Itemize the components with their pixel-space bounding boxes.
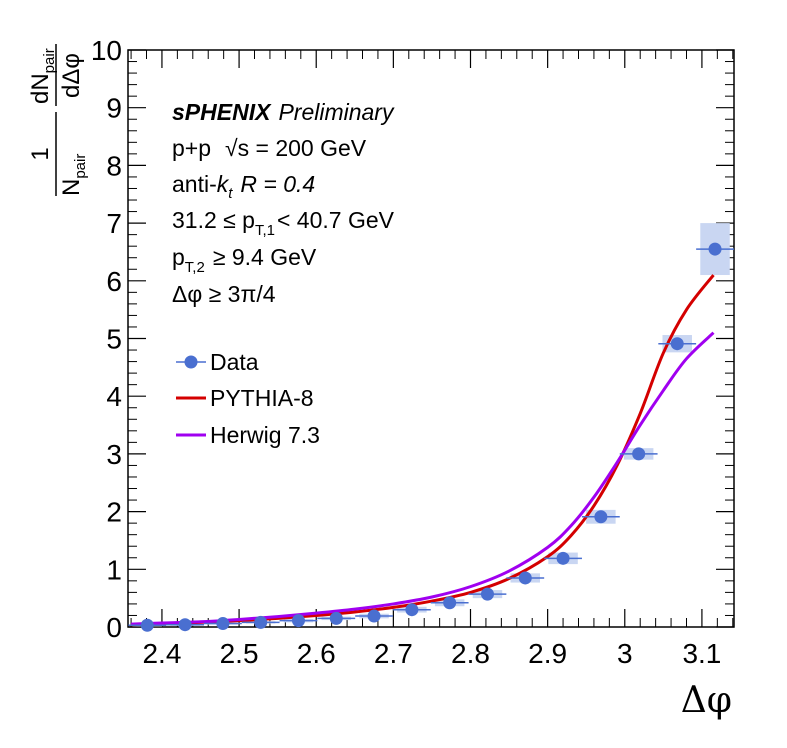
data-point xyxy=(556,551,570,565)
x-tick-label: 2.4 xyxy=(142,638,181,669)
legend-entry-data: Data xyxy=(176,349,259,375)
data-point xyxy=(518,571,532,585)
jet-algorithm: anti-kt R = 0.4 xyxy=(172,171,315,202)
data-points xyxy=(128,242,734,632)
x-tick-label: 2.6 xyxy=(297,638,336,669)
x-tick-label: 2.9 xyxy=(528,638,567,669)
y-tick-label: 8 xyxy=(106,150,122,181)
y-title-deriv-top: dNpair xyxy=(27,48,58,104)
x-axis-title: Δφ xyxy=(681,680,732,721)
y-axis-title: 1 Npair dNpair dΔφ xyxy=(27,44,89,196)
legend: Data PYTHIA-8 Herwig 7.3 xyxy=(176,349,320,448)
data-point xyxy=(708,242,722,256)
y-tick-label: 2 xyxy=(106,497,122,528)
axis-ticks: 0 1 2 3 4 5 6 7 8 9 10 2.4 2.5 2.6 2.7 2.8 2.9 3 3.1 xyxy=(91,35,734,669)
y-tick-label: 0 xyxy=(106,612,122,643)
legend-label-pythia: PYTHIA-8 xyxy=(210,385,314,411)
y-tick-label: 7 xyxy=(106,208,122,239)
x-tick-label: 2.5 xyxy=(220,638,259,669)
data-point xyxy=(670,337,684,351)
y-title-deriv-bottom: dΔφ xyxy=(58,53,85,98)
data-point xyxy=(367,609,381,623)
collision-system: p+p √s = 200 GeV xyxy=(172,135,367,161)
x-tick-label: 2.7 xyxy=(374,638,413,669)
dphi-cut: Δφ ≥ 3π/4 xyxy=(172,281,276,307)
y-tick-label: 9 xyxy=(106,93,122,124)
model-curves xyxy=(131,274,715,627)
legend-data-marker xyxy=(184,355,198,369)
curve-herwig-7-3 xyxy=(131,331,715,626)
x-tick-label: 3.1 xyxy=(682,638,721,669)
y-tick-label: 5 xyxy=(106,324,122,355)
data-point xyxy=(216,617,230,631)
annotation-block: sPHENIX Preliminary p+p √s = 200 GeV anti-… xyxy=(172,99,395,307)
data-point xyxy=(405,603,419,617)
data-point xyxy=(140,618,154,632)
data-point xyxy=(480,587,494,601)
data-point xyxy=(632,447,646,461)
data-point xyxy=(178,618,192,632)
y-tick-label: 10 xyxy=(91,35,122,66)
data-point xyxy=(443,596,457,610)
leading-jet-pt: 31.2 ≤ pT,1< 40.7 GeV xyxy=(172,207,395,239)
data-point xyxy=(254,615,268,629)
y-title-numerator: 1 xyxy=(27,147,54,160)
legend-entry-pythia: PYTHIA-8 xyxy=(176,385,314,411)
y-tick-label: 4 xyxy=(106,381,122,412)
experiment-label: sPHENIX Preliminary xyxy=(172,99,395,125)
y-tick-label: 1 xyxy=(106,554,122,585)
y-tick-label: 3 xyxy=(106,439,122,470)
subleading-jet-pt: pT,2 ≥ 9.4 GeV xyxy=(172,244,317,276)
legend-label-data: Data xyxy=(210,349,259,375)
x-tick-label: 2.8 xyxy=(451,638,490,669)
data-point xyxy=(291,614,305,628)
legend-label-herwig: Herwig 7.3 xyxy=(210,422,320,448)
data-point xyxy=(329,611,343,625)
y-tick-label: 6 xyxy=(106,266,122,297)
legend-entry-herwig: Herwig 7.3 xyxy=(176,422,320,448)
x-tick-label: 3 xyxy=(617,638,633,669)
y-title-denominator: Npair xyxy=(58,154,89,196)
data-point xyxy=(594,510,608,524)
plot-frame xyxy=(127,49,735,628)
